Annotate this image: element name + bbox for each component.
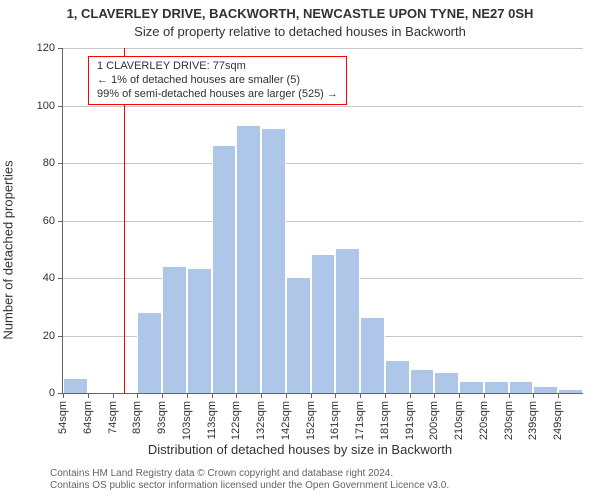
x-tick-label: 191sqm — [404, 401, 416, 440]
histogram-bar — [509, 382, 534, 394]
attribution: Contains HM Land Registry data © Crown c… — [0, 468, 600, 492]
x-tick-mark — [88, 393, 89, 398]
x-tick-label: 132sqm — [255, 401, 267, 440]
grid-line — [63, 221, 583, 222]
x-tick-label: 181sqm — [379, 401, 391, 440]
annotation-box: 1 CLAVERLEY DRIVE: 77sqm← 1% of detached… — [88, 56, 347, 105]
x-tick-mark — [459, 393, 460, 398]
grid-line — [63, 163, 583, 164]
x-tick-mark — [533, 393, 534, 398]
x-tick-mark — [385, 393, 386, 398]
x-tick-mark — [236, 393, 237, 398]
chart-title-sub: Size of property relative to detached ho… — [0, 24, 600, 39]
grid-line — [63, 48, 583, 49]
x-tick-mark — [113, 393, 114, 398]
y-tick-label: 40 — [43, 272, 63, 284]
attribution-line: Contains OS public sector information li… — [50, 480, 600, 492]
histogram-bar — [311, 255, 336, 393]
histogram-bar — [385, 361, 410, 393]
x-tick-label: 152sqm — [305, 401, 317, 440]
x-tick-label: 230sqm — [503, 401, 515, 440]
x-tick-label: 161sqm — [329, 401, 341, 440]
y-tick-label: 0 — [49, 387, 63, 399]
histogram-bar — [360, 318, 385, 393]
histogram-bar — [212, 146, 237, 393]
x-tick-mark — [335, 393, 336, 398]
histogram-bar — [335, 249, 360, 393]
x-tick-label: 249sqm — [552, 401, 564, 440]
x-tick-label: 103sqm — [181, 401, 193, 440]
x-tick-mark — [360, 393, 361, 398]
x-tick-label: 64sqm — [82, 401, 94, 434]
x-tick-label: 171sqm — [354, 401, 366, 440]
y-tick-label: 80 — [43, 157, 63, 169]
histogram-bar — [434, 373, 459, 393]
annotation-line: 99% of semi-detached houses are larger (… — [97, 88, 338, 102]
attribution-line: Contains HM Land Registry data © Crown c… — [50, 468, 600, 480]
x-tick-label: 93sqm — [156, 401, 168, 434]
histogram-bar — [558, 390, 583, 393]
x-tick-mark — [137, 393, 138, 398]
y-tick-label: 100 — [37, 100, 63, 112]
x-tick-label: 113sqm — [206, 401, 218, 439]
x-tick-label: 210sqm — [453, 401, 465, 440]
y-tick-label: 20 — [43, 330, 63, 342]
x-tick-mark — [212, 393, 213, 398]
x-tick-mark — [63, 393, 64, 398]
x-tick-label: 54sqm — [57, 401, 69, 434]
histogram-bar — [162, 267, 187, 394]
x-tick-mark — [410, 393, 411, 398]
annotation-line: 1 CLAVERLEY DRIVE: 77sqm — [97, 60, 338, 74]
annotation-line: ← 1% of detached houses are smaller (5) — [97, 74, 338, 88]
x-tick-label: 220sqm — [478, 401, 490, 440]
x-tick-mark — [434, 393, 435, 398]
x-tick-label: 83sqm — [131, 401, 143, 434]
x-tick-mark — [311, 393, 312, 398]
x-tick-label: 74sqm — [107, 401, 119, 434]
histogram-bar — [410, 370, 435, 393]
x-tick-mark — [187, 393, 188, 398]
x-axis-title: Distribution of detached houses by size … — [0, 442, 600, 457]
x-tick-label: 142sqm — [280, 401, 292, 440]
x-tick-mark — [558, 393, 559, 398]
histogram-bar — [533, 387, 558, 393]
histogram-bar — [484, 382, 509, 394]
y-tick-label: 120 — [37, 42, 63, 54]
x-tick-mark — [261, 393, 262, 398]
histogram-bar — [63, 379, 88, 393]
x-tick-label: 239sqm — [527, 401, 539, 440]
y-tick-label: 60 — [43, 215, 63, 227]
histogram-bar — [187, 269, 212, 393]
x-tick-mark — [484, 393, 485, 398]
histogram-bar — [459, 382, 484, 394]
histogram-bar — [286, 278, 311, 393]
histogram-bar — [137, 313, 162, 394]
x-tick-label: 200sqm — [428, 401, 440, 440]
x-tick-label: 122sqm — [230, 401, 242, 440]
chart-title-main: 1, CLAVERLEY DRIVE, BACKWORTH, NEWCASTLE… — [0, 6, 600, 21]
y-axis-title: Number of detached properties — [1, 160, 16, 339]
histogram-bar — [236, 126, 261, 393]
histogram-bar — [261, 129, 286, 394]
x-tick-mark — [509, 393, 510, 398]
x-tick-mark — [286, 393, 287, 398]
chart-container: 1, CLAVERLEY DRIVE, BACKWORTH, NEWCASTLE… — [0, 0, 600, 500]
grid-line — [63, 106, 583, 107]
x-tick-mark — [162, 393, 163, 398]
